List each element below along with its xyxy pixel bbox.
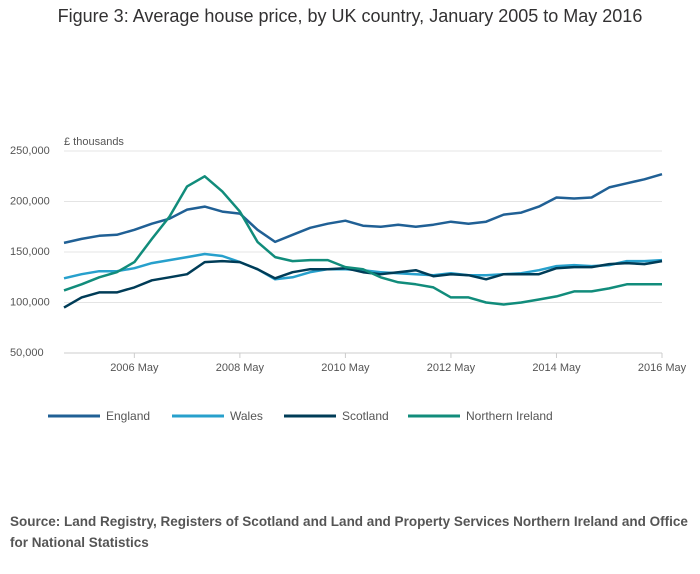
legend-label: Wales bbox=[230, 409, 263, 423]
x-tick-label: 2006 May bbox=[110, 362, 159, 374]
x-tick-label: 2010 May bbox=[321, 362, 370, 374]
series-line bbox=[63, 175, 662, 306]
x-tick-label: 2008 May bbox=[216, 362, 265, 374]
x-tick-label: 2012 May bbox=[427, 362, 476, 374]
y-tick-label: 100,000 bbox=[10, 296, 50, 308]
source-note: Source: Land Registry, Registers of Scot… bbox=[10, 514, 688, 550]
y-tick-label: 200,000 bbox=[10, 195, 50, 207]
y-tick-label: 150,000 bbox=[10, 246, 50, 258]
x-tick-label: 2016 May bbox=[638, 362, 687, 374]
y-axis-label: £ thousands bbox=[64, 136, 124, 148]
legend-label: Northern Ireland bbox=[466, 409, 553, 423]
series-line bbox=[63, 259, 663, 309]
legend-label: Scotland bbox=[342, 409, 389, 423]
legend-label: England bbox=[106, 409, 150, 423]
x-tick-label: 2014 May bbox=[532, 362, 581, 374]
series-line bbox=[63, 172, 663, 245]
chart-title: Figure 3: Average house price, by UK cou… bbox=[57, 6, 643, 26]
y-tick-label: 50,000 bbox=[10, 347, 44, 359]
y-tick-label: 250,000 bbox=[10, 145, 50, 157]
chart: £ thousands 50,000 100,000 150,000 200,000 2… bbox=[10, 136, 687, 423]
